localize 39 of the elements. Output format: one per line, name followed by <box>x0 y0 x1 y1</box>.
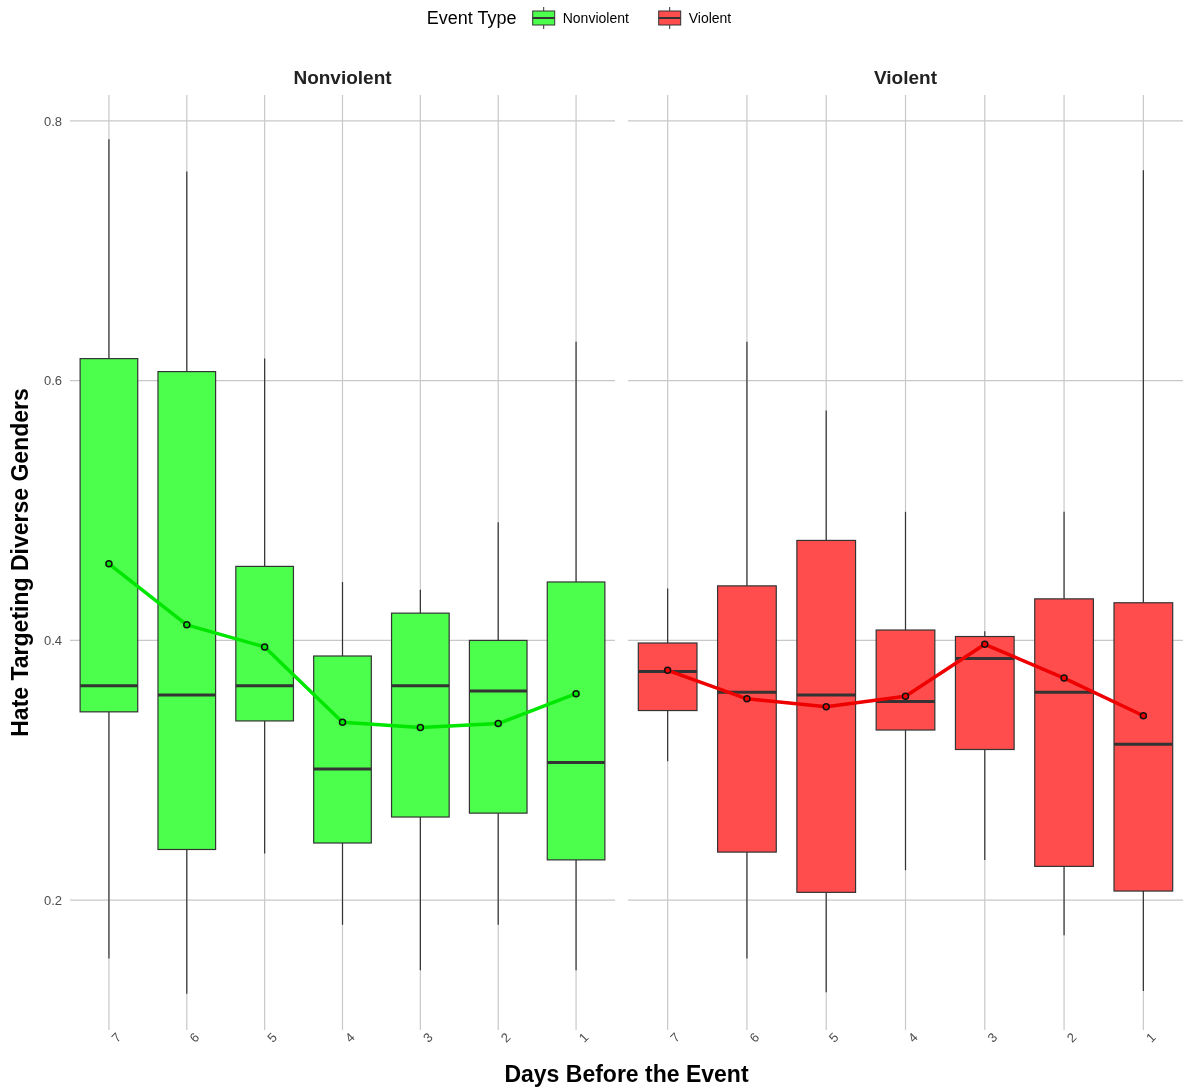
legend-title: Event Type <box>426 8 517 28</box>
point <box>822 702 830 711</box>
point <box>1139 711 1148 720</box>
point <box>572 689 580 698</box>
point <box>494 719 502 728</box>
legend-label: Violent <box>688 10 732 26</box>
x-tick-label: 5 <box>825 1029 842 1046</box>
x-tick-label: 4 <box>342 1029 358 1046</box>
x-tick-label: 7 <box>667 1029 683 1046</box>
legend-label: Nonviolent <box>562 10 629 26</box>
x-axis-title: Days Before the Event <box>504 1061 749 1087</box>
point <box>260 643 269 651</box>
point <box>1060 674 1068 682</box>
x-tick-label: 2 <box>497 1029 514 1046</box>
y-tick-label: 0.2 <box>43 892 62 908</box>
x-tick-label: 2 <box>1063 1029 1080 1046</box>
x-tick-label: 1 <box>1142 1029 1159 1046</box>
y-tick-label: 0.4 <box>43 633 62 649</box>
x-tick-label: 5 <box>264 1029 280 1046</box>
point <box>105 560 113 568</box>
point <box>183 621 191 629</box>
x-tick-label: 6 <box>186 1029 203 1046</box>
point <box>981 640 989 649</box>
y-tick-label: 0.8 <box>43 113 62 129</box>
x-tick-label: 7 <box>108 1029 125 1046</box>
x-tick-label: 1 <box>575 1029 592 1046</box>
chart-title: Violent <box>874 67 938 88</box>
x-tick-label: 6 <box>746 1029 763 1046</box>
point <box>743 695 751 703</box>
x-tick-label: 3 <box>419 1029 436 1046</box>
point <box>901 692 910 701</box>
point <box>416 723 425 732</box>
chart-title: Nonviolent <box>293 67 393 88</box>
x-tick-label: 3 <box>984 1029 1001 1046</box>
y-axis-title: Hate Targeting Diverse Genders <box>7 388 33 737</box>
x-tick-label: 4 <box>905 1029 921 1046</box>
point <box>663 666 672 675</box>
point <box>338 718 347 726</box>
y-tick-label: 0.6 <box>43 373 62 389</box>
